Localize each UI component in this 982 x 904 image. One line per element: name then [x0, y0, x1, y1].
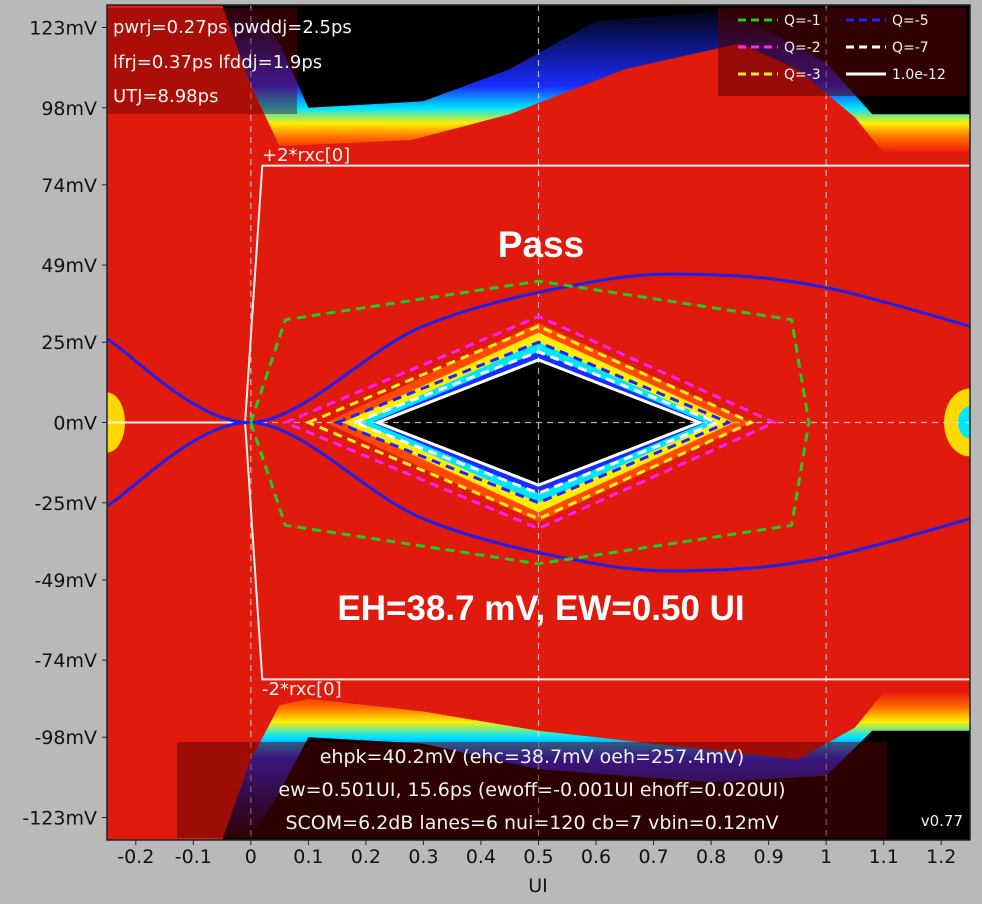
x-tick-label-8: 0.6	[581, 846, 611, 868]
legend-label-1: Q=-5	[892, 13, 929, 29]
y-tick-label-2: 74mV	[41, 175, 97, 197]
contour-q-7	[350, 350, 721, 495]
y-tick-label-3: 49mV	[41, 255, 97, 277]
jitter-info-line-2: lfrj=0.37ps lfddj=1.9ps	[113, 52, 322, 73]
x-tick-label-10: 0.8	[696, 846, 726, 868]
y-tick-label-8: -74mV	[34, 650, 97, 672]
summary-line-1: ehpk=40.2mV (ehc=38.7mV oeh=257.4mV)	[320, 746, 745, 768]
x-tick-label-2: 0	[245, 846, 257, 868]
rxc-lower-label: -2*rxc[0]	[262, 679, 342, 700]
y-tick-label-4: 25mV	[41, 332, 97, 354]
x-tick-label-13: 1.1	[869, 846, 899, 868]
y-tick-label-10: -123mV	[22, 808, 97, 830]
mask-line-0	[107, 164, 970, 424]
y-axis-ticks: 123mV 98mV 74mV 49mV 25mV 0mV -25mV -49mV -74mV -…	[22, 17, 107, 830]
legend-label-3: Q=-7	[892, 40, 929, 56]
contour-q-1	[249, 279, 811, 566]
x-axis-ticks: -0.2 -0.1 0 0.1 0.2 0.3 0.4 0.5 0.6 0.7 0.8 0.9 1 1.1…	[117, 840, 956, 868]
contour-1-0e-12	[373, 358, 704, 487]
x-tick-label-12: 1	[820, 846, 832, 868]
legend-label-0: Q=-1	[784, 13, 821, 29]
x-tick-label-7: 0.5	[523, 846, 553, 868]
y-tick-label-7: -49mV	[34, 570, 97, 592]
contour-q-3	[304, 324, 756, 521]
jitter-info-box	[107, 8, 297, 114]
mask-line-1	[244, 422, 970, 681]
heat-top-core	[135, 5, 970, 115]
y-tick-label-5: 0mV	[53, 413, 97, 435]
y-tick-label-1: 98mV	[41, 98, 97, 120]
jitter-info-line-3: UTJ=8.98ps	[113, 86, 218, 107]
x-tick-label-3: 0.1	[293, 846, 323, 868]
summary-line-3: SCOM=6.2dB lanes=6 nui=120 cb=7 vbin=0.1…	[285, 812, 778, 834]
x-tick-label-4: 0.2	[351, 846, 381, 868]
legend-box	[718, 8, 966, 96]
x-axis-label: UI	[528, 875, 548, 897]
contour-q-5	[333, 340, 733, 505]
blue-curve-1	[107, 420, 970, 573]
legend-label-5: 1.0e-12	[892, 67, 946, 83]
pass-text: Pass	[498, 224, 584, 265]
y-tick-label-9: -98mV	[34, 727, 97, 749]
x-tick-label-9: 0.7	[638, 846, 668, 868]
x-tick-label-1: -0.1	[175, 846, 212, 868]
y-tick-label-6: -25mV	[34, 493, 97, 515]
x-tick-label-11: 0.9	[754, 846, 784, 868]
mask-lines	[107, 164, 970, 681]
x-tick-label-14: 1.2	[926, 846, 956, 868]
rxc-upper-label: +2*rxc[0]	[262, 145, 350, 166]
contour-q-2	[281, 314, 779, 531]
jitter-info-line-1: pwrj=0.27ps pwddj=2.5ps	[113, 17, 352, 38]
legend-label-2: Q=-2	[784, 40, 821, 56]
x-tick-label-5: 0.3	[408, 846, 438, 868]
heat-right-core	[958, 406, 970, 439]
legend-label-4: Q=-3	[784, 67, 821, 83]
result-text: EH=38.7 mV, EW=0.50 UI	[337, 589, 744, 628]
legend: Q=-1 Q=-5 Q=-2 Q=-7 Q=-3 1.0e-12	[738, 13, 946, 83]
x-tick-label-0: -0.2	[117, 846, 154, 868]
y-tick-label-0: 123mV	[29, 17, 97, 39]
summary-box	[177, 742, 887, 838]
summary-line-2: ew=0.501UI, 15.6ps (ewoff=-0.001UI ehoff…	[278, 779, 785, 801]
x-tick-label-6: 0.4	[466, 846, 496, 868]
contour-lines	[249, 279, 811, 566]
version-label: v0.77	[921, 812, 963, 830]
blue-bathtub-curves	[107, 272, 970, 573]
